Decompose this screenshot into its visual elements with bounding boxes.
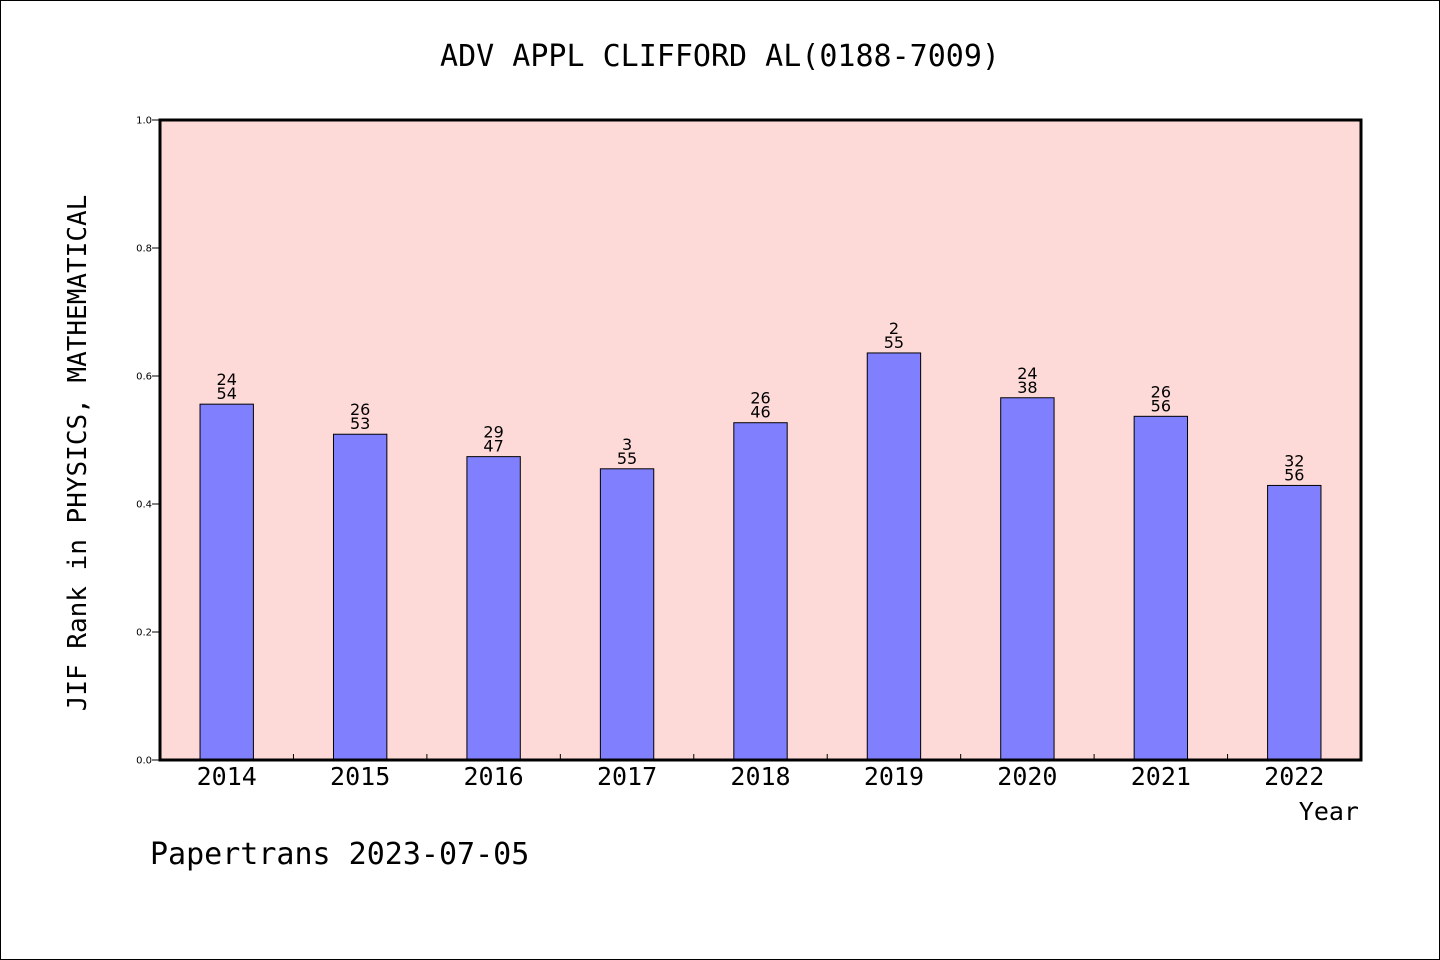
data-label-rank: 3 [622, 435, 632, 454]
footer-credit: Papertrans 2023-07-05 [150, 837, 529, 872]
chart-title: ADV APPL CLIFFORD AL(0188-7009) [440, 39, 1000, 74]
data-label-total: 55 [884, 333, 904, 352]
data-label-rank: 26 [750, 389, 770, 408]
bar-group [199, 352, 1322, 761]
data-label-total: 55 [617, 449, 637, 468]
y-tick-label: 0.4 [136, 500, 152, 511]
bar [1267, 484, 1322, 761]
x-tick-label: 2022 [1264, 762, 1324, 791]
x-axis: 2014 2015 2016 2017 2018 2019 2020 2021 2022 [197, 754, 1324, 791]
bar [1000, 397, 1055, 761]
x-tick-label: 2018 [730, 762, 790, 791]
bar [1133, 415, 1189, 761]
bar [199, 403, 254, 761]
y-tick-label: 0.6 [136, 372, 152, 383]
data-label-rank: 24 [1017, 364, 1037, 383]
x-tick-label: 2020 [997, 762, 1057, 791]
data-label-rank: 26 [350, 400, 370, 419]
data-label-rank: 24 [217, 370, 237, 389]
data-label-rank: 29 [483, 423, 503, 442]
data-label-total: 53 [350, 414, 370, 433]
x-tick-label: 2015 [330, 762, 390, 791]
plot-border [158, 118, 1363, 762]
data-label-total: 47 [483, 437, 503, 456]
x-tick-label: 2017 [597, 762, 657, 791]
y-axis: 0.0 0.2 0.4 0.6 0.8 1.0 [136, 116, 160, 767]
y-tick-label: 0.8 [136, 244, 152, 255]
data-label-total: 56 [1151, 396, 1171, 415]
x-tick-label: 2014 [197, 762, 257, 791]
data-label-total: 38 [1017, 378, 1037, 397]
y-axis-label: JIF Rank in PHYSICS, MATHEMATICAL [63, 195, 93, 712]
x-tick-label: 2019 [864, 762, 924, 791]
bar [599, 468, 655, 761]
data-label-total: 56 [1284, 465, 1304, 484]
x-tick-label: 2021 [1131, 762, 1191, 791]
y-tick-label: 0.0 [136, 756, 152, 767]
bar [332, 433, 388, 761]
x-axis-label: Year [1299, 797, 1359, 826]
data-label-rank: 32 [1284, 451, 1304, 470]
data-label-rank: 26 [1151, 382, 1171, 401]
data-label-rank: 2 [889, 319, 899, 338]
data-label-total: 54 [217, 384, 237, 403]
x-tick-label: 2016 [464, 762, 524, 791]
bar [733, 422, 788, 761]
y-tick-label: 1.0 [136, 116, 152, 127]
bar [866, 352, 922, 761]
data-label-total: 46 [750, 403, 770, 422]
bar [466, 456, 521, 761]
y-tick-label: 0.2 [136, 628, 152, 639]
